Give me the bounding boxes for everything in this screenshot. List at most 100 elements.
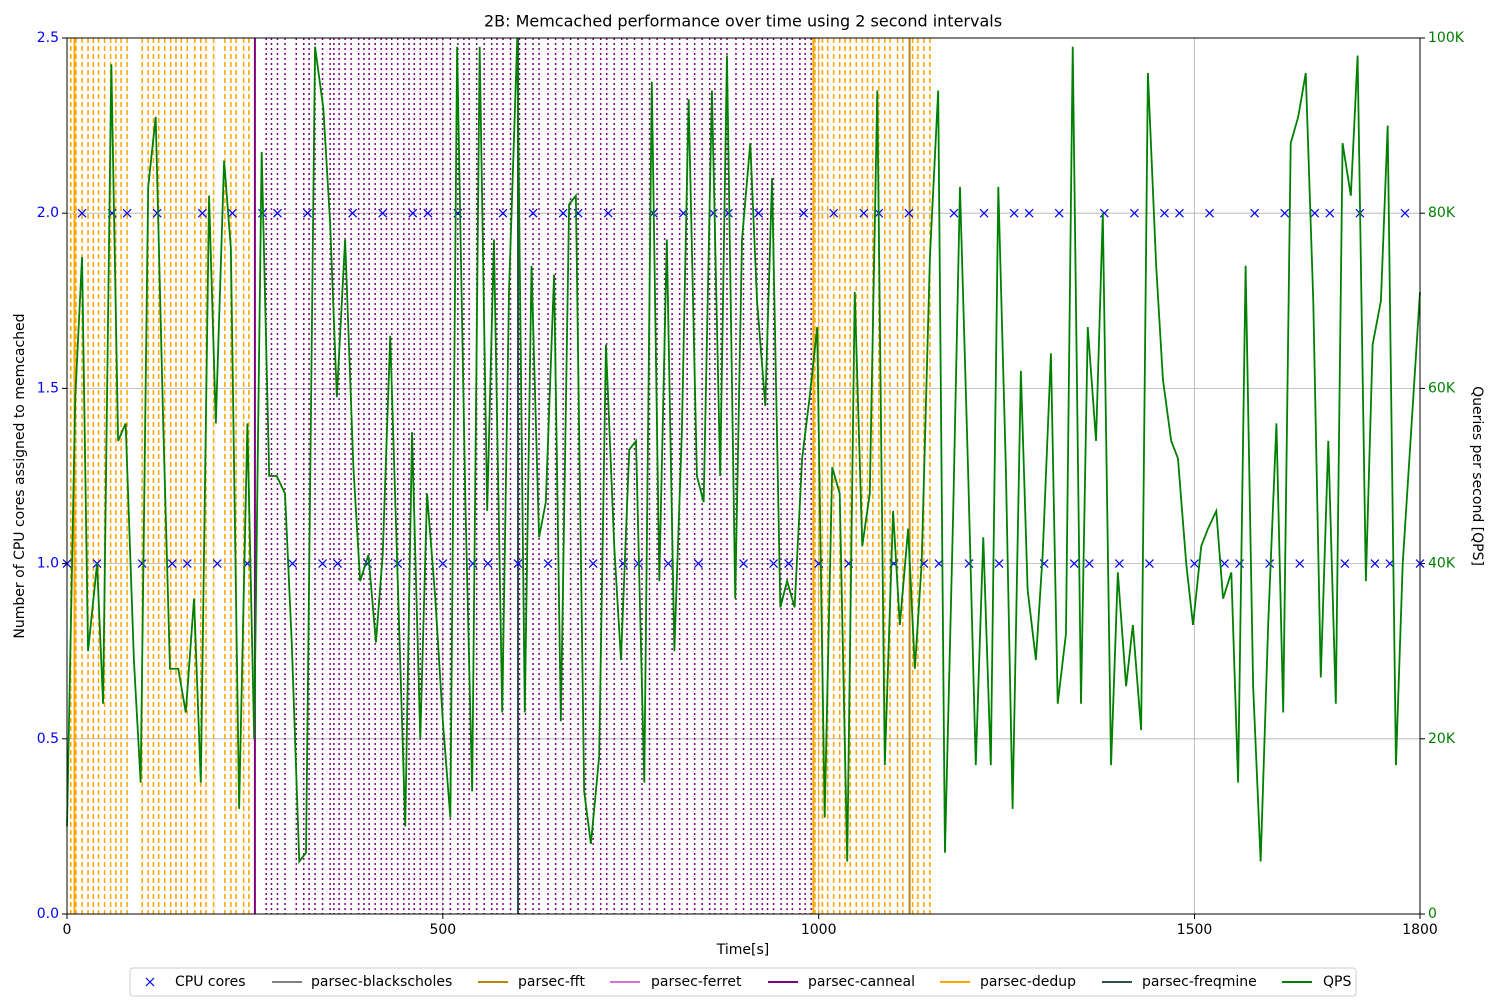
- y-tick-label: 2.0: [37, 205, 59, 221]
- cpu-point: [1220, 559, 1229, 569]
- cpu-point: [543, 559, 553, 569]
- cpu-point: [1160, 208, 1169, 218]
- cpu-point: [1069, 559, 1079, 569]
- legend-label: parsec-freqmine: [1142, 974, 1257, 990]
- qps-line: [66, 37, 1421, 864]
- cpu-point: [693, 559, 703, 569]
- legend-label: parsec-fft: [518, 974, 586, 990]
- y2-tick-label: 20K: [1428, 731, 1456, 747]
- y-tick-label: 0.0: [37, 906, 59, 922]
- cpu-point: [288, 559, 297, 569]
- cpu-point: [799, 208, 809, 218]
- cpu-point: [829, 208, 839, 218]
- x-axis-label: Time[s]: [716, 942, 769, 958]
- cpu-point: [227, 208, 237, 218]
- cpu-point: [1325, 208, 1335, 218]
- cpu-point: [318, 559, 327, 569]
- cpu-point: [904, 208, 914, 218]
- y-tick-label: 0.5: [37, 731, 59, 747]
- cpu-point: [197, 208, 207, 218]
- cpu-point: [603, 208, 613, 218]
- legend-label: QPS: [1323, 974, 1351, 990]
- marks: [62, 37, 1425, 864]
- cpu-point: [1250, 208, 1260, 218]
- cpu-point: [333, 559, 343, 569]
- cpu-point: [1084, 559, 1094, 569]
- cpu-point: [408, 208, 418, 218]
- legend-marker: [145, 977, 155, 987]
- legend-label: CPU cores: [175, 974, 246, 990]
- cpu-point: [964, 559, 974, 569]
- cpu-point: [1340, 559, 1350, 569]
- cpu-point: [949, 208, 959, 218]
- job-lines: [70, 38, 931, 914]
- cpu-point: [182, 559, 192, 569]
- cpu-point: [137, 559, 147, 569]
- cpu-point: [1370, 559, 1380, 569]
- cpu-point: [423, 208, 433, 218]
- cpu-point: [1009, 208, 1019, 218]
- y-tick-label: 1.0: [37, 556, 59, 572]
- y-tick-label: 2.5: [37, 30, 59, 46]
- cpu-point: [754, 208, 763, 218]
- cpu-point: [273, 208, 282, 218]
- cpu-point: [588, 559, 598, 569]
- cpu-point: [483, 559, 493, 569]
- y2-tick-label: 0: [1428, 906, 1437, 922]
- y2-tick-label: 100K: [1428, 30, 1465, 46]
- cpu-point: [1280, 208, 1290, 218]
- cpu-point: [784, 559, 794, 569]
- cpu-point: [513, 559, 523, 569]
- x-tick-label: 1500: [1177, 922, 1213, 938]
- x-tick-label: 500: [429, 922, 456, 938]
- cpu-point: [1400, 208, 1410, 218]
- cpu-point: [1295, 559, 1305, 569]
- cpu-point: [468, 559, 478, 569]
- cpu-point: [528, 208, 538, 218]
- legend-label: parsec-blackscholes: [311, 974, 452, 990]
- cpu-point: [122, 208, 132, 218]
- legend: CPU cores parsec-blackscholes parsec-fft pa…: [129, 967, 1357, 997]
- legend-label: parsec-ferret: [651, 974, 742, 990]
- y-axis-label: Number of CPU cores assigned to memcache…: [12, 313, 28, 638]
- cpu-point: [348, 208, 358, 218]
- y2-tick-label: 60K: [1428, 380, 1456, 396]
- cpu-point: [303, 208, 312, 218]
- cpu-point: [618, 559, 628, 569]
- axes: 0 500 1000 1500 1800 0.0 0.5 1.0 1.5 2.0 2.5 0 20K 40…: [37, 30, 1465, 938]
- y-tick-label: 1.5: [37, 380, 59, 396]
- legend-box: [129, 967, 1357, 997]
- x-tick-label: 1000: [801, 922, 837, 938]
- x-tick-label: 1800: [1402, 922, 1438, 938]
- legend-label: parsec-canneal: [808, 974, 915, 990]
- cpu-point: [1235, 559, 1245, 569]
- legend-label: parsec-dedup: [980, 974, 1076, 990]
- cpu-point: [77, 208, 87, 218]
- cpu-point: [1310, 208, 1320, 218]
- chart-title: 2B: Memcached performance over time usin…: [484, 12, 1002, 31]
- y2-tick-label: 40K: [1428, 556, 1456, 572]
- cpu-point: [979, 208, 989, 218]
- cpu-point: [558, 208, 568, 218]
- cpu-point: [1099, 208, 1109, 218]
- y2-axis-label: Queries per second [QPS]: [1469, 386, 1485, 566]
- cpu-point: [1054, 208, 1064, 218]
- cpu-point: [1265, 559, 1275, 569]
- cpu-point: [212, 559, 222, 569]
- cpu-point: [1205, 208, 1214, 218]
- cpu-point: [1175, 208, 1184, 218]
- cpu-point: [769, 559, 778, 569]
- cpu-point: [1144, 559, 1154, 569]
- cpu-point: [994, 559, 1004, 569]
- cpu-point: [498, 208, 508, 218]
- cpu-point: [1024, 208, 1034, 218]
- x-tick-label: 0: [63, 922, 72, 938]
- cpu-point: [1190, 559, 1199, 569]
- cpu-point: [378, 208, 388, 218]
- cpu-point: [1114, 559, 1124, 569]
- plot-frame: [66, 37, 1421, 915]
- y2-tick-label: 80K: [1428, 205, 1456, 221]
- cpu-point: [167, 559, 177, 569]
- cpu-point: [663, 559, 673, 569]
